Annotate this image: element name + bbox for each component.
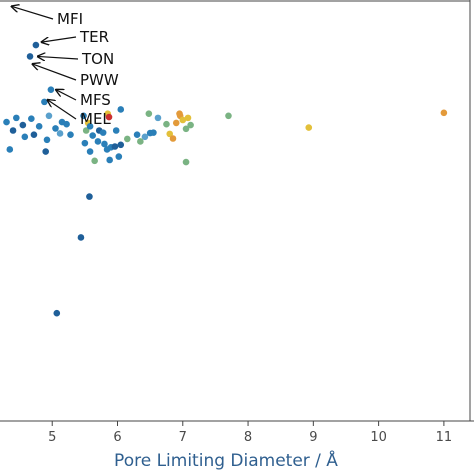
plot-frame — [0, 0, 474, 422]
annotation-arrow-mfi — [12, 6, 54, 20]
annotation-label-ter: TER — [79, 28, 109, 46]
data-points — [3, 41, 448, 317]
data-point — [133, 131, 141, 139]
data-point — [3, 118, 10, 126]
data-point — [440, 109, 448, 117]
data-point — [45, 112, 53, 120]
data-point — [94, 138, 102, 145]
data-point — [47, 86, 55, 93]
data-point — [105, 113, 113, 121]
data-point — [43, 136, 51, 144]
data-point — [53, 309, 61, 317]
data-point — [115, 153, 123, 160]
annotation-arrow-mfs — [56, 90, 77, 101]
data-point — [86, 148, 94, 155]
data-point — [101, 140, 108, 148]
annotation-label-ton: TON — [81, 50, 114, 68]
data-point — [187, 121, 194, 129]
data-point — [179, 116, 187, 124]
data-point — [13, 114, 20, 122]
data-point — [137, 138, 144, 145]
annotation-label-mfs: MFS — [80, 91, 111, 109]
data-point — [166, 130, 174, 138]
data-point — [41, 98, 48, 106]
data-point — [30, 131, 38, 139]
data-point — [21, 133, 29, 141]
x-ticks: 5 6 7 8 9 10 11 — [48, 421, 452, 445]
data-point — [35, 123, 43, 130]
x-tick-label: 10 — [370, 430, 387, 445]
data-point — [52, 125, 59, 132]
data-point — [26, 53, 34, 60]
x-tick-label: 8 — [244, 430, 252, 445]
data-point — [117, 141, 125, 149]
data-point — [169, 135, 177, 142]
data-point — [67, 131, 74, 139]
data-point — [19, 121, 27, 129]
annotation-label-pww: PWW — [80, 71, 119, 89]
data-point — [305, 124, 313, 131]
data-point — [32, 41, 40, 49]
annotation-label-mel: MEL — [80, 110, 111, 128]
data-point — [145, 110, 153, 117]
data-point — [99, 129, 107, 136]
data-point — [91, 157, 98, 165]
data-point — [225, 112, 232, 120]
data-point — [77, 234, 85, 241]
annotation-arrow-ter — [42, 36, 77, 42]
x-axis-title: Pore Limiting Diameter / Å — [114, 449, 338, 471]
annotation-arrow-mel — [47, 100, 77, 120]
data-point — [56, 130, 64, 137]
data-point — [6, 146, 14, 153]
data-point — [112, 127, 120, 134]
data-point — [63, 120, 70, 128]
data-point — [82, 127, 90, 134]
data-point — [80, 112, 87, 120]
data-point — [9, 127, 17, 134]
data-point — [163, 120, 170, 128]
data-point — [42, 148, 49, 155]
data-point — [141, 133, 149, 141]
data-point — [111, 143, 119, 150]
x-tick-label: 11 — [436, 430, 453, 445]
x-tick-label: 9 — [309, 430, 317, 445]
annotation-arrow-pww — [32, 64, 77, 81]
annotation-label-mfi: MFI — [57, 10, 83, 28]
data-point — [123, 135, 131, 143]
data-point — [182, 158, 190, 166]
data-point — [117, 106, 125, 113]
data-point — [106, 156, 113, 164]
data-point — [89, 132, 96, 139]
x-tick-label: 7 — [179, 430, 187, 445]
data-point — [184, 114, 192, 122]
annotation-arrow-ton — [38, 56, 79, 59]
data-point — [172, 119, 180, 127]
data-point — [81, 139, 89, 147]
data-point — [154, 114, 162, 122]
x-tick-label: 6 — [113, 430, 121, 445]
x-tick-label: 5 — [48, 430, 56, 445]
data-point — [86, 193, 93, 200]
data-point — [150, 129, 157, 136]
data-point — [86, 123, 94, 130]
data-point — [28, 115, 35, 123]
data-point — [182, 125, 190, 133]
